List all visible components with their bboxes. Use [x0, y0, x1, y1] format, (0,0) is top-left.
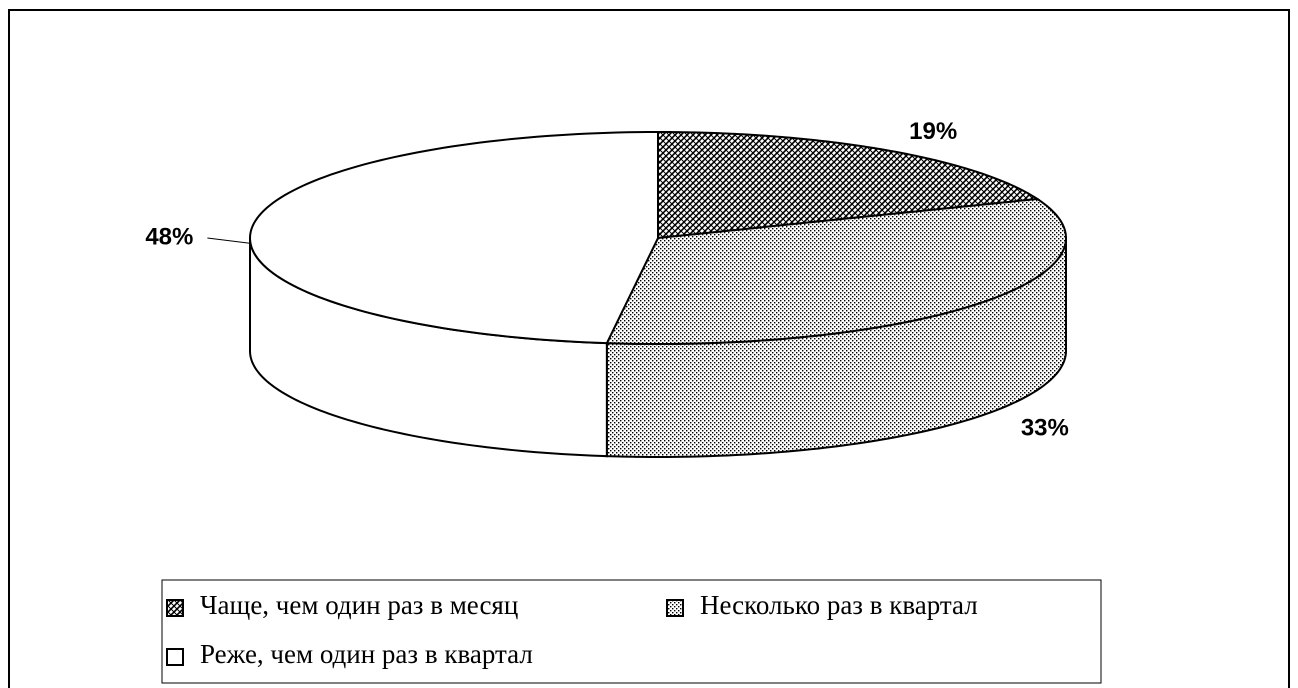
- legend-swatch: [166, 599, 184, 617]
- data-label: 48%: [145, 223, 193, 250]
- legend-label: Несколько раз в квартал: [700, 590, 978, 620]
- legend-box: [161, 579, 1102, 684]
- data-label: 33%: [1021, 414, 1069, 441]
- data-label: 19%: [909, 118, 957, 145]
- legend-swatch: [666, 599, 684, 617]
- leader-line: [207, 237, 251, 244]
- legend-swatch: [166, 648, 184, 666]
- legend-label: Реже, чем один раз в квартал: [200, 639, 533, 669]
- slice: [657, 130, 1041, 240]
- legend-label: Чаще, чем один раз в месяц: [200, 590, 518, 620]
- slice: [605, 197, 1068, 346]
- frame: [8, 9, 1290, 688]
- slice: [249, 130, 659, 345]
